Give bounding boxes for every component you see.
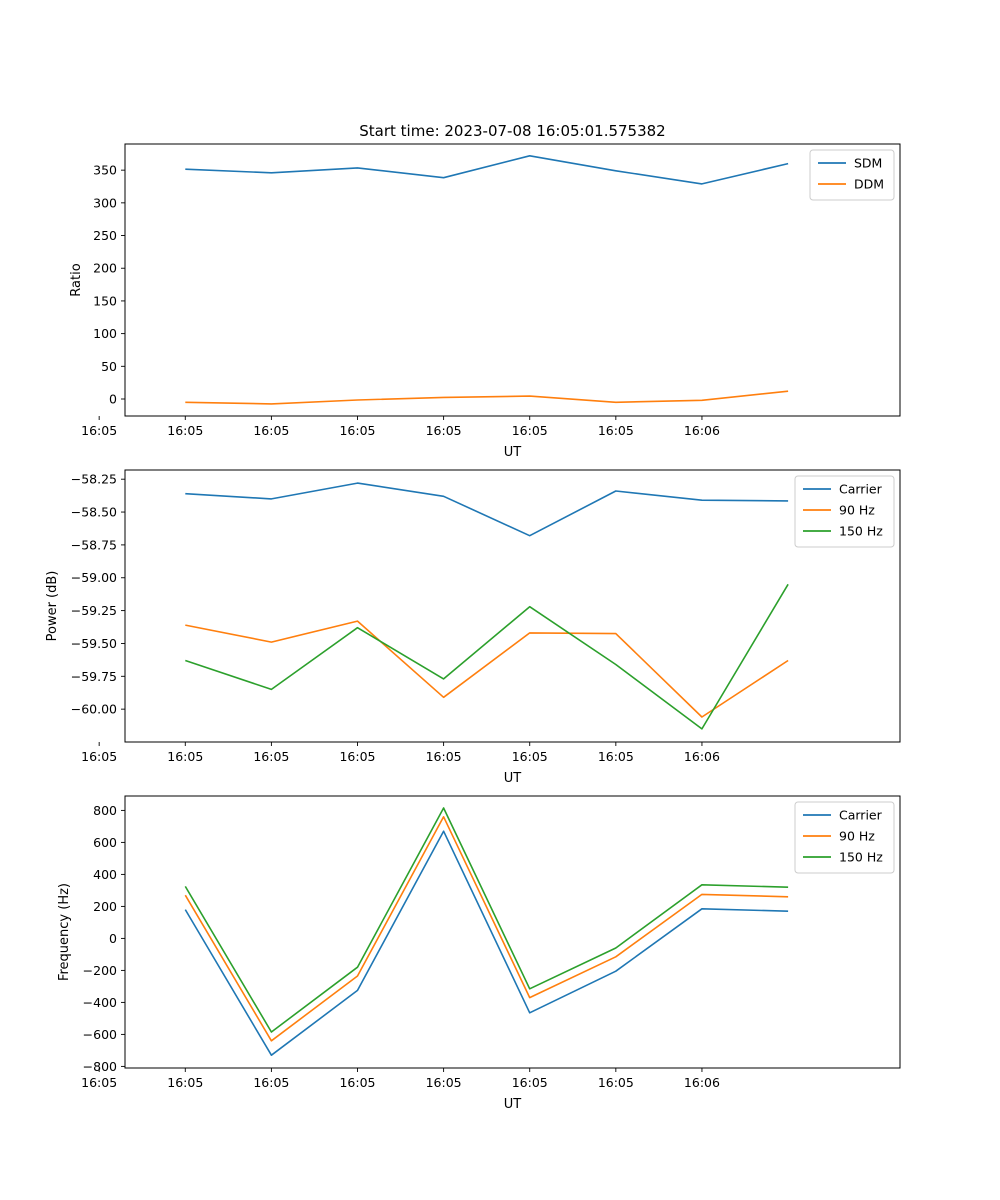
legend-box [794, 801, 895, 874]
legend-label-150-hz: 150 Hz [839, 850, 883, 865]
y-tick-label: 800 [93, 803, 117, 818]
x-tick-label: 16:05 [512, 423, 548, 438]
series-line-150-hz [184, 807, 789, 1033]
x-tick-label: 16:05 [81, 749, 117, 764]
y-tick-label: 50 [101, 359, 117, 374]
x-tick-label: 16:05 [167, 1075, 203, 1090]
y-tick-label: −800 [83, 1059, 117, 1074]
x-tick-label: 16:05 [339, 749, 375, 764]
x-tick-label: 16:05 [81, 1075, 117, 1090]
y-tick-label: 0 [109, 392, 117, 407]
legend: Carrier 90 Hz 150 Hz [794, 801, 895, 874]
x-axis-label: UT [504, 1097, 522, 1112]
x-tick-label: 16:05 [167, 749, 203, 764]
x-tick-label: 16:05 [167, 423, 203, 438]
x-tick-label: 16:05 [598, 1075, 634, 1090]
series-line-carrier [184, 830, 789, 1056]
legend: SDM DDM [809, 149, 895, 201]
x-tick-label: 16:05 [598, 749, 634, 764]
y-tick-label: 150 [93, 293, 117, 308]
x-tick-label: 16:05 [598, 423, 634, 438]
y-tick-label: −59.00 [71, 570, 117, 585]
x-tick-label: 16:06 [684, 423, 720, 438]
x-tick-label: 16:05 [81, 423, 117, 438]
y-tick-label: 200 [93, 899, 117, 914]
x-tick-label: 16:05 [253, 749, 289, 764]
legend-label-carrier: Carrier [839, 482, 883, 497]
legend: Carrier 90 Hz 150 Hz [794, 475, 895, 548]
y-tick-label: −59.75 [71, 669, 117, 684]
x-tick-label: 16:05 [426, 423, 462, 438]
x-axis-label: UT [504, 445, 522, 460]
y-axis-label: Ratio [69, 263, 84, 296]
x-tick-label: 16:05 [253, 423, 289, 438]
y-tick-label: −59.25 [71, 603, 117, 618]
legend-label-sdm: SDM [854, 156, 882, 171]
y-tick-label: −400 [83, 995, 117, 1010]
y-tick-label: 350 [93, 163, 117, 178]
legend-label-carrier: Carrier [839, 808, 883, 823]
y-tick-label: 250 [93, 228, 117, 243]
x-tick-label: 16:05 [339, 423, 375, 438]
panels: 16:05 16:05 16:05 16:05 16:05 16:05 16:05 16:06… [45, 143, 901, 1112]
legend-label-ddm: DDM [854, 177, 884, 192]
y-tick-label: −200 [83, 963, 117, 978]
x-tick-label: 16:05 [512, 749, 548, 764]
series-line-90-hz [184, 815, 789, 1042]
legend-label-90-hz: 90 Hz [839, 829, 875, 844]
x-tick-label: 16:06 [684, 1075, 720, 1090]
y-tick-label: 300 [93, 195, 117, 210]
y-tick-label: 100 [93, 326, 117, 341]
y-tick-label: 0 [109, 931, 117, 946]
y-tick-label: −58.50 [71, 505, 117, 520]
panel-power: 16:05 16:05 16:05 16:05 16:05 16:05 16:05 16:06… [45, 469, 901, 786]
legend-label-90-hz: 90 Hz [839, 503, 875, 518]
y-tick-label: 600 [93, 835, 117, 850]
x-tick-label: 16:05 [512, 1075, 548, 1090]
y-axis-label: Power (dB) [45, 571, 60, 642]
figure-title: Start time: 2023-07-08 16:05:01.575382 [359, 122, 665, 140]
series-line-150-hz [185, 583, 789, 730]
axes-frame [124, 143, 901, 417]
series-line-90-hz [185, 620, 789, 718]
y-tick-label: −58.75 [71, 537, 117, 552]
panel-ratio: 16:05 16:05 16:05 16:05 16:05 16:05 16:05 16:06… [69, 143, 901, 460]
x-tick-label: 16:05 [339, 1075, 375, 1090]
y-tick-label: −600 [83, 1027, 117, 1042]
x-tick-label: 16:05 [253, 1075, 289, 1090]
y-tick-label: 400 [93, 867, 117, 882]
axes-frame [124, 795, 901, 1069]
y-tick-label: −59.50 [71, 636, 117, 651]
y-tick-label: −60.00 [71, 702, 117, 717]
series-line-sdm [185, 155, 789, 185]
x-tick-label: 16:06 [684, 749, 720, 764]
x-tick-label: 16:05 [426, 749, 462, 764]
series-line-ddm [185, 390, 789, 405]
y-tick-label: 200 [93, 261, 117, 276]
legend-label-150-hz: 150 Hz [839, 524, 883, 539]
axes-frame [124, 469, 901, 743]
panel-frequency: 16:05 16:05 16:05 16:05 16:05 16:05 16:05 16:06… [57, 795, 901, 1112]
x-tick-label: 16:05 [426, 1075, 462, 1090]
series-line-carrier [185, 482, 789, 537]
legend-box [794, 475, 895, 548]
x-axis-label: UT [504, 771, 522, 786]
y-tick-label: −58.25 [71, 472, 117, 487]
y-axis-label: Frequency (Hz) [57, 883, 72, 981]
